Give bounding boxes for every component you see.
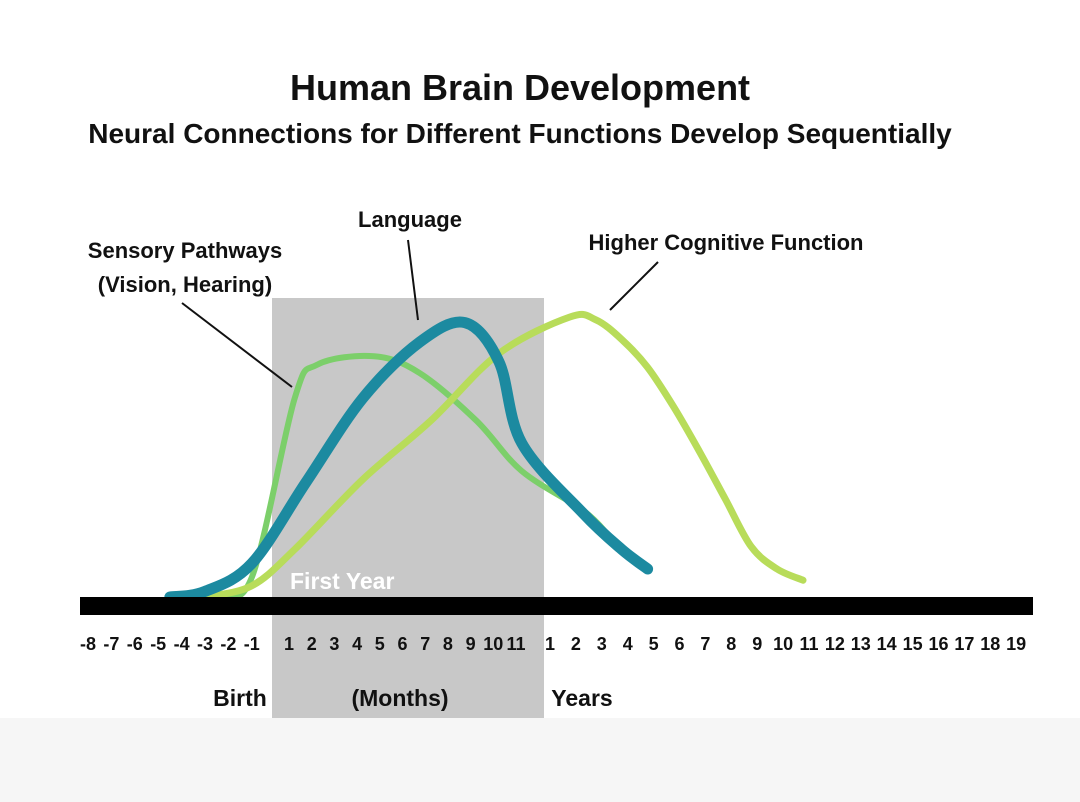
tick-label-prenatal--6: -6 xyxy=(127,634,143,654)
sensory-label-line-2: (Vision, Hearing) xyxy=(98,272,272,297)
tick-label-years-2: 2 xyxy=(571,634,581,654)
tick-label-years-16: 16 xyxy=(928,634,948,654)
tick-label-years-12: 12 xyxy=(825,634,845,654)
tick-label-months-5: 5 xyxy=(375,634,385,654)
timeline-axis xyxy=(80,597,1033,615)
tick-label-prenatal--1: -1 xyxy=(244,634,260,654)
tick-label-years-4: 4 xyxy=(623,634,633,654)
cognitive-series-line xyxy=(201,310,807,601)
tick-label-years-3: 3 xyxy=(597,634,607,654)
tick-label-months-11: 11 xyxy=(506,634,525,654)
tick-label-months-4: 4 xyxy=(352,634,362,654)
tick-label-prenatal--4: -4 xyxy=(174,634,190,654)
tick-label-prenatal--7: -7 xyxy=(103,634,119,654)
tick-label-months-9: 9 xyxy=(466,634,476,654)
sensory-label-line-1: Sensory Pathways xyxy=(88,238,282,263)
tick-label-years-8: 8 xyxy=(726,634,736,654)
birth-label: Birth xyxy=(213,685,267,711)
tick-label-months-8: 8 xyxy=(443,634,453,654)
chart-title: Human Brain Development xyxy=(290,67,750,108)
months-label: (Months) xyxy=(351,685,448,711)
tick-label-years-5: 5 xyxy=(649,634,659,654)
tick-label-months-10: 10 xyxy=(483,634,503,654)
language-label: Language xyxy=(358,207,462,232)
tick-label-years-7: 7 xyxy=(700,634,710,654)
tick-label-prenatal--5: -5 xyxy=(150,634,166,654)
tick-label-months-1: 1 xyxy=(284,634,294,654)
tick-label-years-17: 17 xyxy=(954,634,974,654)
language-series-line xyxy=(164,316,654,603)
tick-label-years-11: 11 xyxy=(799,634,818,654)
tick-label-years-15: 15 xyxy=(903,634,923,654)
tick-label-years-19: 19 xyxy=(1006,634,1026,654)
tick-label-years-1: 1 xyxy=(545,634,555,654)
tick-label-years-14: 14 xyxy=(877,634,897,654)
series-layer xyxy=(164,310,807,603)
tick-label-months-6: 6 xyxy=(397,634,407,654)
tick-labels: -8 -7 -6 -5 -4 -3 -2 -1 1 2 3 4 5 6 7 8 9 10 11 1 2 3 4 5 6 7 8 9 10… xyxy=(80,634,1026,654)
tick-label-prenatal--8: -8 xyxy=(80,634,96,654)
cognitive-leader-line xyxy=(609,261,659,311)
tick-label-months-7: 7 xyxy=(420,634,430,654)
tick-label-prenatal--3: -3 xyxy=(197,634,213,654)
tick-label-months-2: 2 xyxy=(307,634,317,654)
bottom-strip xyxy=(0,718,1080,802)
tick-label-years-18: 18 xyxy=(980,634,1000,654)
tick-label-prenatal--2: -2 xyxy=(220,634,236,654)
tick-label-years-6: 6 xyxy=(674,634,684,654)
sensory-leader-line xyxy=(181,302,293,388)
tick-label-months-3: 3 xyxy=(329,634,339,654)
language-leader-line xyxy=(407,239,419,321)
first-year-label: First Year xyxy=(290,568,394,594)
series-annotations: Sensory Pathways (Vision, Hearing) Langu… xyxy=(88,207,864,388)
cognitive-label: Higher Cognitive Function xyxy=(589,230,864,255)
years-label: Years xyxy=(551,685,612,711)
chart-subtitle: Neural Connections for Different Functio… xyxy=(88,118,952,149)
tick-label-years-9: 9 xyxy=(752,634,762,654)
tick-label-years-10: 10 xyxy=(773,634,793,654)
tick-label-years-13: 13 xyxy=(851,634,871,654)
